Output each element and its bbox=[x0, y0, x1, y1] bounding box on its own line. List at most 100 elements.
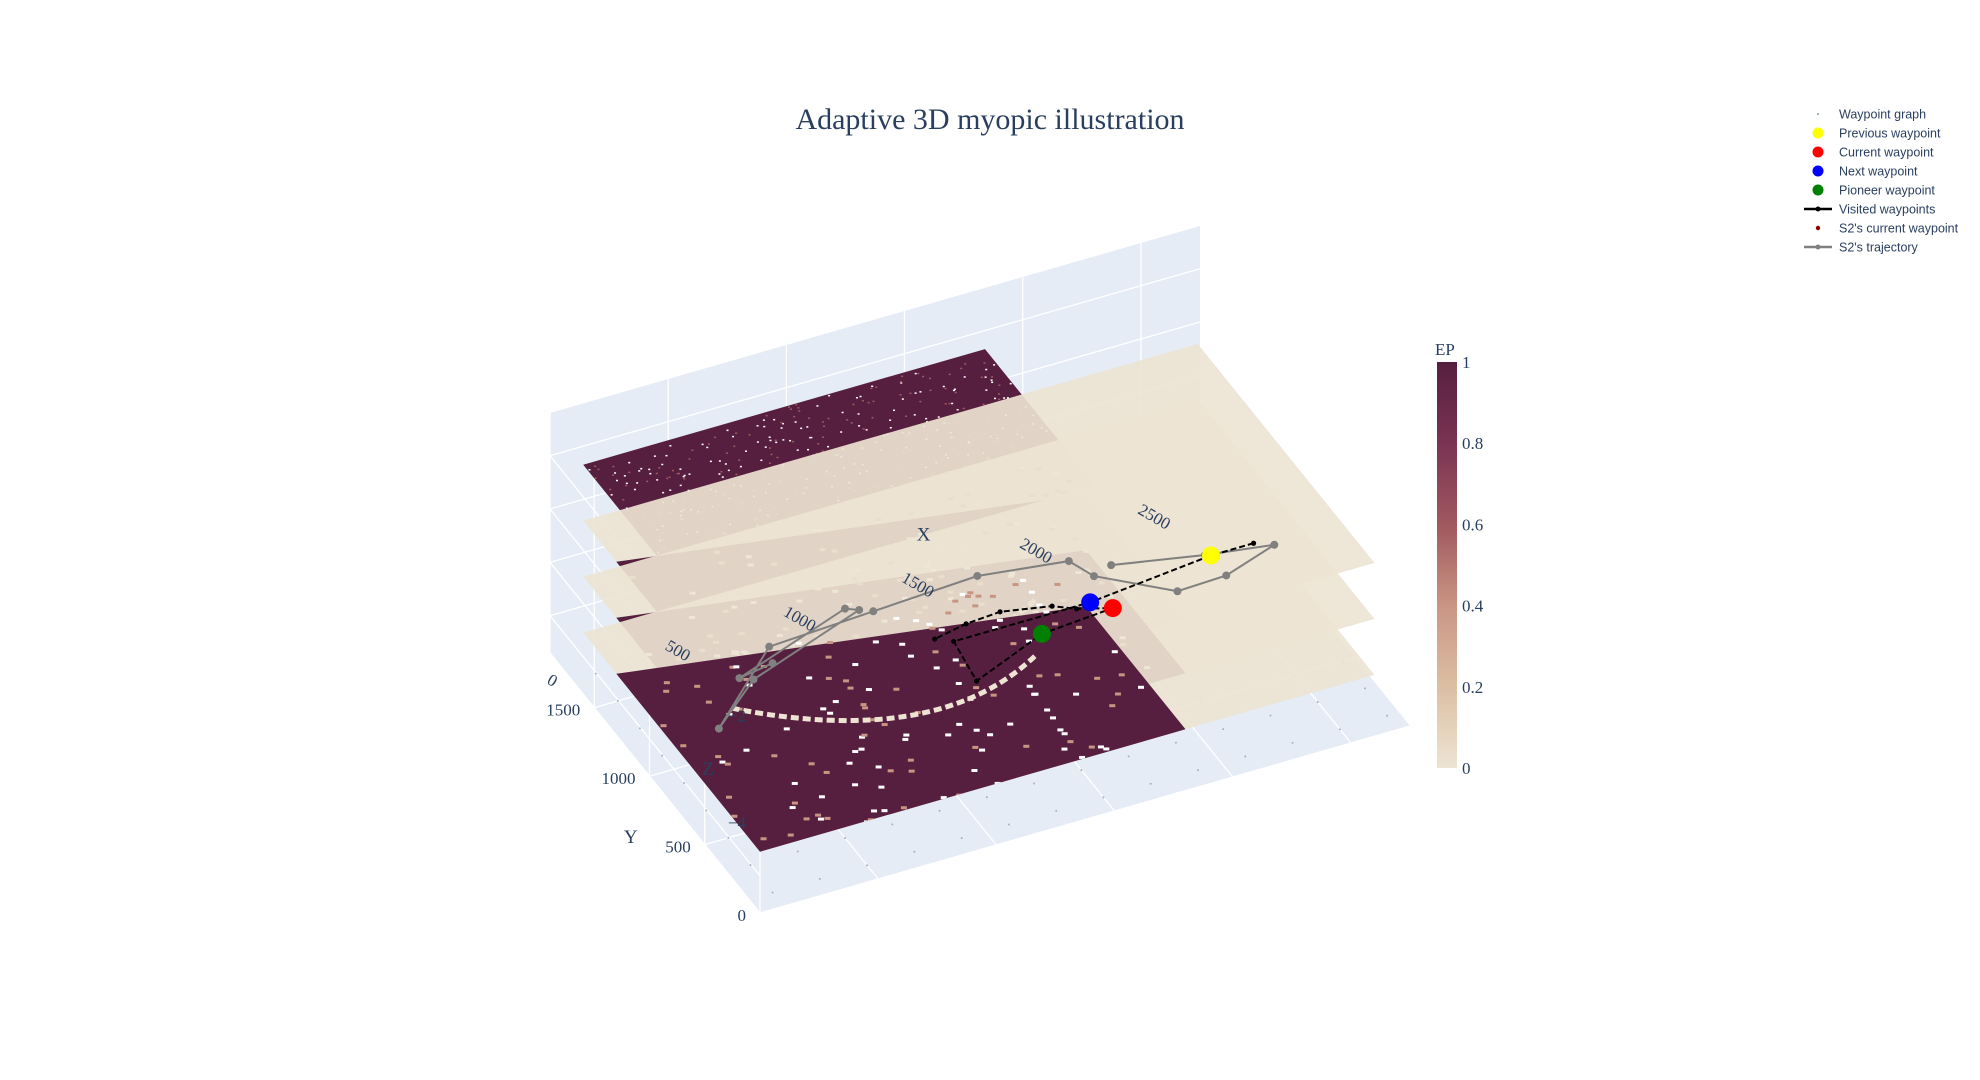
ep-noise-cell bbox=[625, 482, 628, 485]
ep-transition-cell bbox=[843, 679, 850, 683]
ep-transition-cell bbox=[971, 769, 978, 773]
ep-transition-cell bbox=[733, 665, 740, 669]
legend-item[interactable]: Pioneer waypoint bbox=[1812, 184, 1936, 198]
ep-transition-cell bbox=[1097, 745, 1104, 749]
waypoint-graph-node bbox=[1055, 809, 1058, 812]
legend-item[interactable]: S2's trajectory bbox=[1804, 241, 1919, 255]
waypoint-graph-node bbox=[1291, 741, 1294, 744]
ep-transition-cell bbox=[680, 744, 687, 748]
ep-noise-cell bbox=[913, 414, 916, 416]
ep-noise-cell bbox=[794, 421, 797, 423]
ep-noise-cell bbox=[821, 450, 824, 452]
ep-noise-cell bbox=[656, 479, 659, 481]
y-tick-label: 1500 bbox=[546, 701, 580, 720]
ep-transition-cell bbox=[1012, 583, 1019, 587]
ep-noise-cell bbox=[691, 449, 694, 451]
ep-transition-cell bbox=[1043, 610, 1050, 614]
ep-noise-cell bbox=[774, 439, 777, 441]
s2-trajectory-point bbox=[1222, 571, 1231, 580]
legend[interactable]: Waypoint graph Previous waypoint Current w… bbox=[1804, 108, 1959, 255]
ep-noise-cell bbox=[942, 385, 945, 388]
legend-symbol bbox=[1812, 165, 1824, 177]
ep-transition-cell bbox=[926, 622, 933, 626]
ep-noise-cell bbox=[859, 395, 862, 398]
visited-waypoints-line bbox=[934, 542, 1254, 683]
ep-noise-cell bbox=[714, 436, 717, 439]
ep-transition-cell bbox=[852, 750, 859, 754]
ep-noise-cell bbox=[625, 484, 628, 487]
ep-noise-cell bbox=[798, 410, 801, 412]
ep-noise-cell bbox=[768, 436, 771, 438]
legend-item[interactable]: Next waypoint bbox=[1812, 165, 1919, 179]
colorbar-tick-label: 0.6 bbox=[1462, 515, 1483, 534]
colorbar-title: EP bbox=[1435, 340, 1455, 359]
legend-item[interactable]: Current waypoint bbox=[1812, 146, 1935, 160]
visited-waypoint-point bbox=[997, 609, 1003, 615]
ep-noise-cell bbox=[666, 477, 669, 480]
ep-noise-cell bbox=[610, 494, 613, 496]
ep-noise-cell bbox=[770, 453, 773, 456]
legend-item[interactable]: Visited waypoints bbox=[1804, 203, 1935, 217]
ep-noise-cell bbox=[706, 446, 709, 449]
ep-transition-cell bbox=[1010, 642, 1017, 646]
waypoint-graph-node bbox=[1244, 755, 1247, 758]
colorbar-tick-label: 1 bbox=[1462, 353, 1471, 372]
legend-item[interactable]: S2's current waypoint bbox=[1815, 222, 1959, 236]
ep-noise-cell bbox=[867, 401, 870, 404]
ep-noise-cell bbox=[948, 402, 951, 405]
legend-label: Visited waypoints bbox=[1839, 203, 1935, 217]
s2-trajectory-point bbox=[1064, 557, 1073, 566]
ep-noise-cell bbox=[985, 389, 988, 391]
ep-noise-cell bbox=[671, 469, 674, 472]
ep-transition-cell bbox=[861, 733, 868, 737]
waypoint-graph-node bbox=[727, 836, 730, 839]
ep-noise-cell bbox=[983, 362, 986, 364]
ep-noise-cell bbox=[925, 417, 928, 420]
waypoint-graph-node bbox=[1102, 796, 1105, 799]
ep-noise-cell bbox=[809, 436, 812, 439]
ep-noise-cell bbox=[993, 364, 996, 366]
ep-transition-cell bbox=[1057, 728, 1064, 732]
ep-noise-cell bbox=[594, 477, 597, 479]
waypoint-graph-node bbox=[1386, 714, 1389, 717]
ep-transition-cell bbox=[743, 748, 750, 752]
waypoint-graph-node bbox=[749, 864, 752, 867]
ep-noise-cell bbox=[921, 375, 924, 378]
waypoint-graph-node bbox=[705, 809, 708, 812]
legend-item[interactable]: Previous waypoint bbox=[1812, 127, 1941, 141]
ep-transition-cell bbox=[972, 745, 979, 749]
ep-transition-cell bbox=[867, 818, 874, 822]
ep-transition-cell bbox=[847, 686, 854, 690]
waypoint-graph-node bbox=[938, 809, 941, 812]
ep-noise-cell bbox=[735, 432, 738, 434]
ep-noise-cell bbox=[982, 403, 985, 406]
legend-item[interactable]: Waypoint graph bbox=[1817, 108, 1926, 122]
ep-noise-cell bbox=[646, 480, 649, 483]
ep-noise-cell bbox=[773, 418, 776, 421]
ep-transition-cell bbox=[820, 707, 827, 711]
ep-noise-cell bbox=[622, 498, 625, 501]
legend-label: Waypoint graph bbox=[1839, 108, 1926, 122]
legend-label: Previous waypoint bbox=[1839, 127, 1941, 141]
waypoint-graph-node bbox=[594, 672, 597, 675]
y-tick-label: 1000 bbox=[601, 769, 635, 788]
s2-trajectory-point bbox=[1173, 587, 1182, 596]
ep-transition-cell bbox=[729, 665, 736, 669]
ep-noise-cell bbox=[653, 455, 656, 457]
ep-transition-cell bbox=[791, 781, 798, 785]
ep-noise-cell bbox=[597, 468, 600, 471]
ep-transition-cell bbox=[1118, 673, 1125, 677]
visited-waypoint-point bbox=[963, 621, 969, 627]
colorbar-tick-label: 0.4 bbox=[1462, 597, 1484, 616]
ep-transition-cell bbox=[827, 640, 834, 644]
ep-transition-cell bbox=[1032, 692, 1039, 696]
ep-noise-cell bbox=[679, 468, 682, 470]
ep-transition-cell bbox=[791, 801, 798, 805]
ep-transition-cell bbox=[719, 760, 726, 764]
ep-noise-cell bbox=[732, 435, 735, 438]
ep-noise-cell bbox=[998, 398, 1001, 401]
ep-noise-cell bbox=[655, 472, 658, 475]
ep-transition-cell bbox=[990, 693, 997, 697]
ep-noise-cell bbox=[901, 398, 904, 400]
